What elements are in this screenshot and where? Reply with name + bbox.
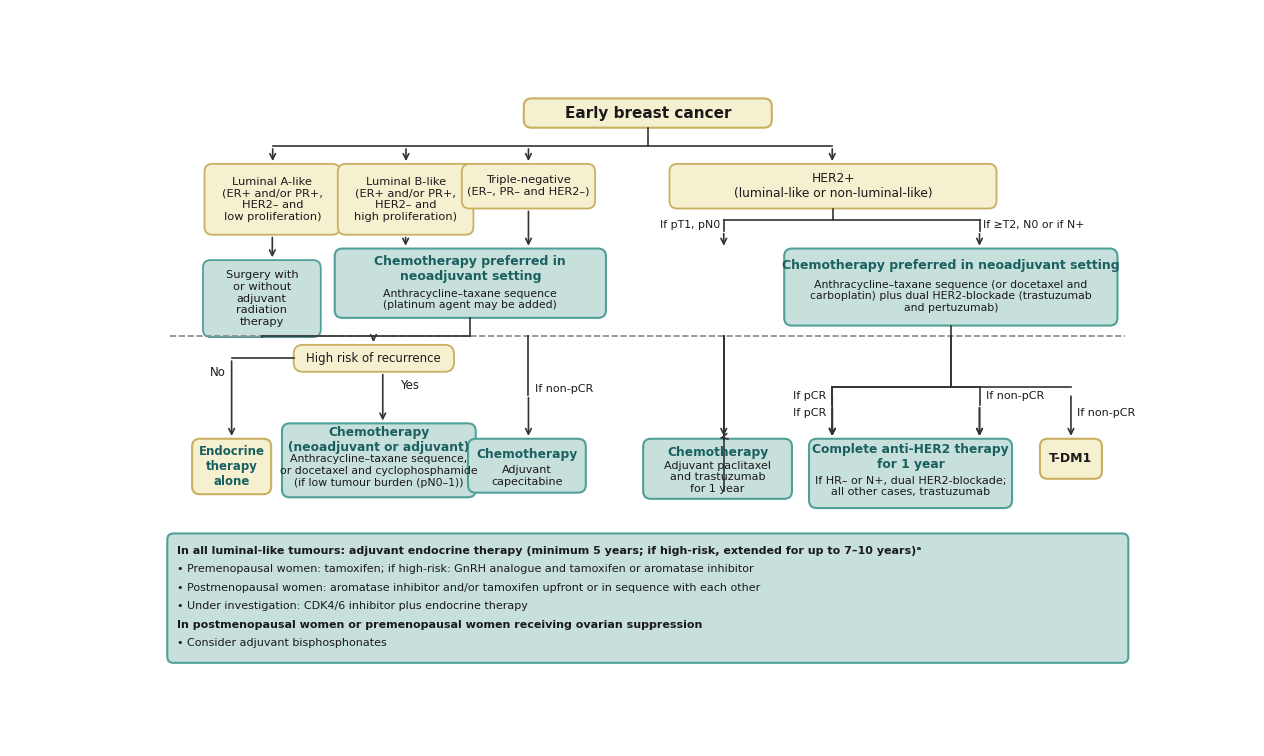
Text: Yes: Yes	[401, 379, 420, 392]
Text: • Consider adjuvant bisphosphonates: • Consider adjuvant bisphosphonates	[177, 638, 387, 648]
FancyBboxPatch shape	[293, 345, 454, 372]
FancyBboxPatch shape	[337, 164, 474, 234]
Text: Complete anti-HER2 therapy
for 1 year: Complete anti-HER2 therapy for 1 year	[813, 443, 1009, 471]
Text: Chemotherapy
(neoadjuvant or adjuvant): Chemotherapy (neoadjuvant or adjuvant)	[288, 426, 469, 454]
Text: Adjuvant paclitaxel
and trastuzumab
for 1 year: Adjuvant paclitaxel and trastuzumab for …	[664, 460, 771, 494]
Text: Chemotherapy: Chemotherapy	[477, 448, 578, 460]
Text: No: No	[210, 366, 225, 379]
Text: • Under investigation: CDK4/6 inhibitor plus endocrine therapy: • Under investigation: CDK4/6 inhibitor …	[177, 601, 527, 612]
Text: Anthracycline–taxane sequence (or docetaxel and
carboplatin) plus dual HER2-bloc: Anthracycline–taxane sequence (or doceta…	[810, 280, 1092, 313]
Text: If HR– or N+, dual HER2-blockade;
all other cases, trastuzumab: If HR– or N+, dual HER2-blockade; all ot…	[815, 476, 1006, 497]
Text: • Premenopausal women: tamoxifen; if high-risk: GnRH analogue and tamoxifen or a: • Premenopausal women: tamoxifen; if hig…	[177, 564, 753, 575]
FancyBboxPatch shape	[335, 249, 605, 318]
FancyBboxPatch shape	[643, 438, 793, 499]
Text: If non-pCR: If non-pCR	[986, 391, 1044, 401]
Text: • Postmenopausal women: aromatase inhibitor and/or tamoxifen upfront or in seque: • Postmenopausal women: aromatase inhibi…	[177, 583, 760, 593]
FancyBboxPatch shape	[205, 164, 340, 234]
FancyBboxPatch shape	[204, 260, 321, 337]
Text: Chemotherapy: Chemotherapy	[667, 446, 769, 459]
FancyBboxPatch shape	[167, 534, 1129, 663]
Text: High risk of recurrence: High risk of recurrence	[306, 352, 441, 365]
Text: Anthracycline–taxane sequence
(platinum agent may be added): Anthracycline–taxane sequence (platinum …	[383, 289, 557, 310]
Text: Triple-negative
(ER–, PR– and HER2–): Triple-negative (ER–, PR– and HER2–)	[468, 175, 590, 197]
Text: HER2+
(luminal-like or non-luminal-like): HER2+ (luminal-like or non-luminal-like)	[733, 172, 933, 200]
FancyBboxPatch shape	[468, 438, 585, 493]
Text: If pT1, pN0: If pT1, pN0	[660, 220, 720, 230]
Text: If ≥T2, N0 or if N+: If ≥T2, N0 or if N+	[983, 220, 1085, 230]
FancyBboxPatch shape	[192, 438, 272, 494]
Text: In postmenopausal women or premenopausal women receiving ovarian suppression: In postmenopausal women or premenopausal…	[177, 620, 702, 630]
FancyBboxPatch shape	[670, 164, 996, 209]
Text: Adjuvant
capecitabine: Adjuvant capecitabine	[492, 465, 562, 487]
Text: If non-pCR: If non-pCR	[535, 385, 593, 395]
Text: Endocrine
therapy
alone: Endocrine therapy alone	[198, 445, 264, 488]
Text: T-DM1: T-DM1	[1049, 452, 1092, 465]
Text: Luminal B-like
(ER+ and/or PR+,
HER2– and
high proliferation): Luminal B-like (ER+ and/or PR+, HER2– an…	[354, 177, 458, 222]
FancyBboxPatch shape	[784, 249, 1117, 326]
FancyBboxPatch shape	[523, 98, 772, 128]
FancyBboxPatch shape	[461, 164, 595, 209]
Text: Early breast cancer: Early breast cancer	[565, 106, 731, 120]
Text: If non-pCR: If non-pCR	[1077, 407, 1135, 417]
Text: Chemotherapy preferred in neoadjuvant setting: Chemotherapy preferred in neoadjuvant se…	[782, 259, 1120, 272]
FancyBboxPatch shape	[282, 423, 475, 497]
Text: Anthracycline–taxane sequence,
or docetaxel and cyclophosphamide
(if low tumour : Anthracycline–taxane sequence, or doceta…	[281, 454, 478, 488]
Text: Surgery with
or without
adjuvant
radiation
therapy: Surgery with or without adjuvant radiati…	[225, 271, 298, 327]
Text: If pCR: If pCR	[793, 407, 827, 417]
Text: Chemotherapy preferred in
neoadjuvant setting: Chemotherapy preferred in neoadjuvant se…	[374, 255, 566, 283]
Text: In all luminal-like tumours: adjuvant endocrine therapy (minimum 5 years; if hig: In all luminal-like tumours: adjuvant en…	[177, 546, 921, 556]
Text: Luminal A-like
(ER+ and/or PR+,
HER2– and
low proliferation): Luminal A-like (ER+ and/or PR+, HER2– an…	[222, 177, 322, 222]
FancyBboxPatch shape	[1040, 438, 1102, 479]
FancyBboxPatch shape	[809, 438, 1012, 508]
Text: If pCR: If pCR	[793, 391, 827, 401]
